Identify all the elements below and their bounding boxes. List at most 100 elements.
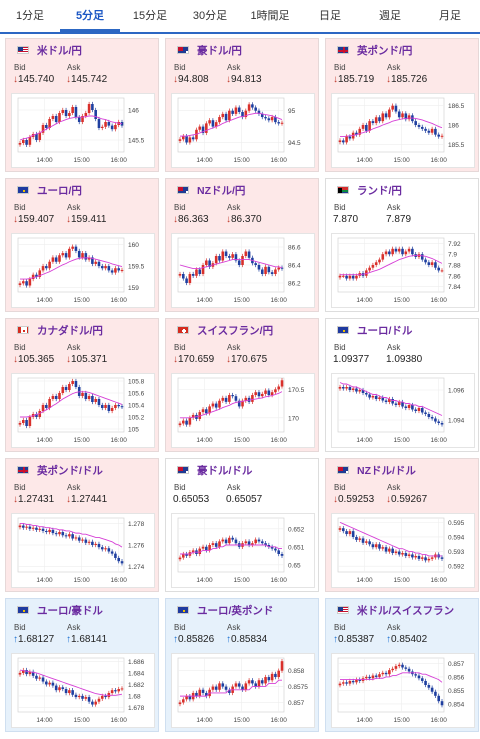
candle-body [201,689,205,693]
candle-body [361,538,365,543]
x-tick-label: 14:00 [196,577,213,584]
rate-card[interactable]: NZドル/ドル Bid Ask ↓0.59253 ↓0.59267 14:00 15:00 1… [325,458,479,592]
currency-pair-link[interactable]: カナダドル/円 [37,324,103,337]
candlestick-chart[interactable]: 14:00 15:00 16:00 0.857 0.856 0.855 0.854 [331,653,475,728]
candle-body [45,125,48,128]
candle-body [208,120,211,124]
rate-card[interactable]: ユーロ/円 Bid Ask ↓159.407 ↓159.411 14:00 15:00 16:… [5,178,159,312]
arrow-down-icon: ↓ [226,74,231,85]
currency-pair-link[interactable]: 豪ドル/ドル [197,464,253,477]
candlestick-chart[interactable]: 14:00 15:00 16:00 0.858 0.8575 0.857 [171,653,315,728]
currency-pair-link[interactable]: 豪ドル/円 [197,44,242,57]
rate-card[interactable]: NZドル/円 Bid Ask ↓86.363 ↓86.370 14:00 15:00 16:0… [165,178,319,312]
currency-pair-link[interactable]: 英ポンド/円 [357,44,413,57]
ask-value: ↓185.726 [386,74,427,85]
candlestick-chart[interactable]: 14:00 15:00 16:00 0.595 0.594 0.593 0.592 [331,513,475,588]
candle-body [191,274,195,276]
candle-body [54,533,58,535]
chart-frame [337,517,445,573]
tab-6[interactable]: 週足 [379,10,401,22]
arrow-down-icon: ↓ [66,354,71,365]
currency-pair-link[interactable]: ランド/円 [357,184,402,197]
tab-2[interactable]: 15分足 [132,10,168,22]
tab-3[interactable]: 30分足 [192,10,228,22]
arrow-down-icon: ↓ [173,354,178,365]
y-tick-label: 7.9 [448,252,457,259]
candlestick-chart[interactable]: 14:00 15:00 16:00 7.92 7.9 7.88 7.86 7.84 [331,233,475,308]
tab-4[interactable]: 1時間足 [250,10,290,22]
rate-card[interactable]: 米ドル/スイスフラン Bid Ask ↑0.85387 ↑0.85402 14:00 15:… [325,598,479,732]
candle-body [114,125,117,130]
candle-body [120,122,124,126]
ask-label: Ask [67,343,81,352]
candlestick-chart[interactable]: 14:00 15:00 16:00 105.8 105.6 105.4 105.2 105 [11,373,155,448]
tab-0[interactable]: 1分足 [15,10,45,22]
rate-card[interactable]: 英ポンド/ドル Bid Ask ↓1.27431 ↓1.27441 14:00 15:00 1… [5,458,159,592]
currency-pair-link[interactable]: 米ドル/円 [37,44,82,57]
candle-body [420,678,424,681]
rate-card[interactable]: 英ポンド/円 Bid Ask ↓185.719 ↓185.726 14:00 15:00 16… [325,38,479,172]
rate-card[interactable]: 豪ドル/ドル Bid Ask 0.65053 0.65057 14:00 15:00 16:0… [165,458,319,592]
candle-body [228,689,231,693]
candle-body [178,274,182,276]
candlestick-chart[interactable]: 14:00 15:00 16:00 170.5 170 [171,373,315,448]
candle-body [391,668,394,671]
candle-body [338,683,342,686]
tab-5[interactable]: 日足 [319,10,341,22]
moving-average-line [180,391,283,419]
candlestick-chart[interactable]: 14:00 15:00 16:00 1.096 1.094 [331,373,475,448]
ask-number: 159.411 [71,214,107,225]
candle-body [100,547,104,550]
currency-pair-link[interactable]: NZドル/ドル [357,464,416,477]
rate-card[interactable]: 豪ドル/円 Bid Ask ↓94.808 ↓94.813 14:00 15:00 16:00… [165,38,319,172]
candle-body [260,541,264,544]
candle-body [181,554,185,558]
currency-pair-link[interactable]: ユーロ/円 [37,184,82,197]
rate-card[interactable]: ランド/円 Bid Ask 7.870 7.879 14:00 15:00 16:00 7.92… [325,178,479,312]
candle-body [397,248,401,252]
candle-body [371,121,375,124]
currency-pair-link[interactable]: 英ポンド/ドル [37,464,103,477]
candlestick-chart[interactable]: 14:00 15:00 16:00 1.686 1.684 1.682 1.68 1.678 [11,653,155,728]
candle-body [244,397,248,401]
candle-body [104,548,107,550]
rate-card[interactable]: ユーロ/英ポンド Bid Ask ↑0.85826 ↑0.85834 14:00 15:00… [165,598,319,732]
candlestick-chart[interactable]: 14:00 15:00 16:00 0.652 0.651 0.65 [171,513,315,588]
candlestick-chart[interactable]: 14:00 15:00 16:00 86.6 86.4 86.2 [171,233,315,308]
rate-card[interactable]: ユーロ/ドル Bid Ask 1.09377 1.09380 14:00 15:00 16:0… [325,318,479,452]
currency-pair-link[interactable]: 米ドル/スイスフラン [357,604,455,617]
tab-1[interactable]: 5分足 [60,0,120,32]
currency-pair-link[interactable]: ユーロ/豪ドル [37,604,103,617]
candle-body [270,546,274,549]
candle-body [397,664,401,667]
y-tick-label: 0.857 [288,700,305,707]
x-tick-label: 16:00 [111,437,128,444]
candle-body [84,113,88,116]
rate-card[interactable]: スイスフラン/円 Bid Ask ↓170.659 ↓170.675 14:00 15:00… [165,318,319,452]
candle-body [28,279,32,286]
candle-body [208,260,211,267]
us-flag-icon [17,46,29,54]
tab-7[interactable]: 月足 [439,10,461,22]
candlestick-chart[interactable]: 14:00 15:00 16:00 146 145.5 [11,93,155,168]
moving-average-line [180,112,283,137]
ask-label: Ask [67,483,81,492]
candle-body [440,270,444,272]
rate-card[interactable]: カナダドル/円 Bid Ask ↓105.365 ↓105.371 14:00 15:00 1… [5,318,159,452]
currency-pair-link[interactable]: NZドル/円 [197,184,246,197]
candlestick-chart[interactable]: 14:00 15:00 16:00 95 94.5 [171,93,315,168]
candle-body [371,396,375,398]
candlestick-chart[interactable]: 14:00 15:00 16:00 1.278 1.276 1.274 [11,513,155,588]
rate-card[interactable]: 米ドル/円 Bid Ask ↓145.740 ↓145.742 14:00 15:00 16:… [5,38,159,172]
currency-pair-link[interactable]: ユーロ/ドル [357,324,413,337]
candle-body [114,690,117,692]
candlestick-chart[interactable]: 14:00 15:00 16:00 186.5 186 185.5 [331,93,475,168]
currency-pair-link[interactable]: スイスフラン/円 [197,324,274,337]
currency-pair-link[interactable]: ユーロ/英ポンド [197,604,274,617]
rate-card[interactable]: ユーロ/豪ドル Bid Ask ↑1.68127 ↑1.68141 14:00 15:00 1… [5,598,159,732]
candle-body [54,116,58,122]
candlestick-chart[interactable]: 14:00 15:00 16:00 160 159.5 159 [11,233,155,308]
y-tick-label: 1.096 [448,388,465,395]
candle-body [28,137,32,145]
candle-body [51,529,55,534]
